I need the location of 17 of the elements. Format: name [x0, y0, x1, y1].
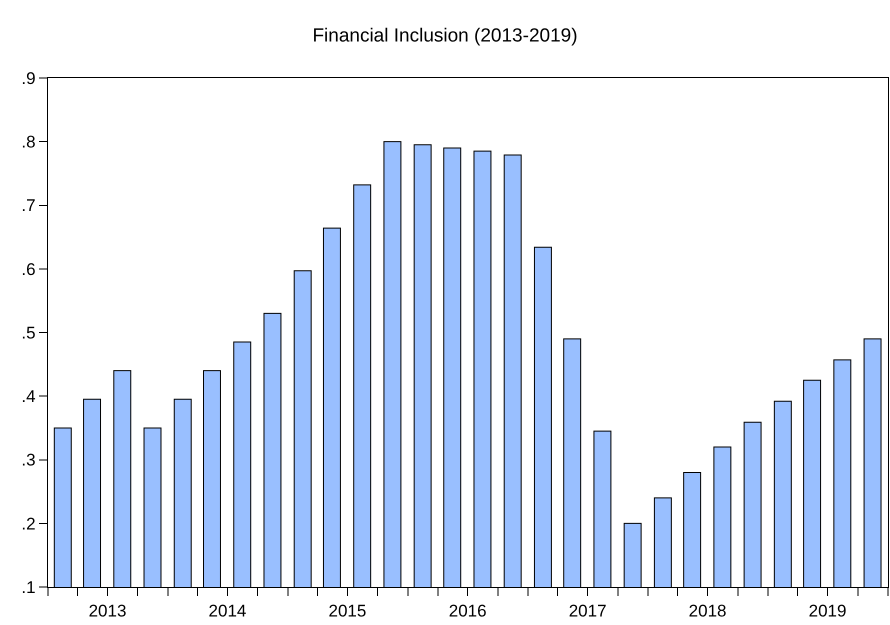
x-tick-label: 2018 [688, 601, 726, 620]
chart-title: Financial Inclusion (2013-2019) [312, 25, 578, 46]
y-tick-label: .8 [21, 132, 36, 152]
y-tick-label: .6 [21, 260, 36, 279]
y-tick-label: .4 [21, 387, 36, 406]
x-tick-label: 2019 [808, 601, 846, 620]
y-tick-label: .1 [21, 578, 36, 597]
x-tick-label: 2016 [448, 601, 487, 620]
x-tick-label: 2013 [88, 601, 126, 620]
x-tick-label: 2017 [568, 601, 607, 620]
y-tick-label: .5 [21, 323, 36, 342]
x-tick-label: 2015 [328, 601, 366, 620]
y-tick-label: .7 [21, 196, 36, 216]
y-tick-label: .3 [21, 450, 36, 470]
x-tick-label: 2014 [208, 601, 246, 620]
y-tick-label: .2 [21, 514, 36, 534]
y-tick-label: .9 [21, 68, 36, 88]
